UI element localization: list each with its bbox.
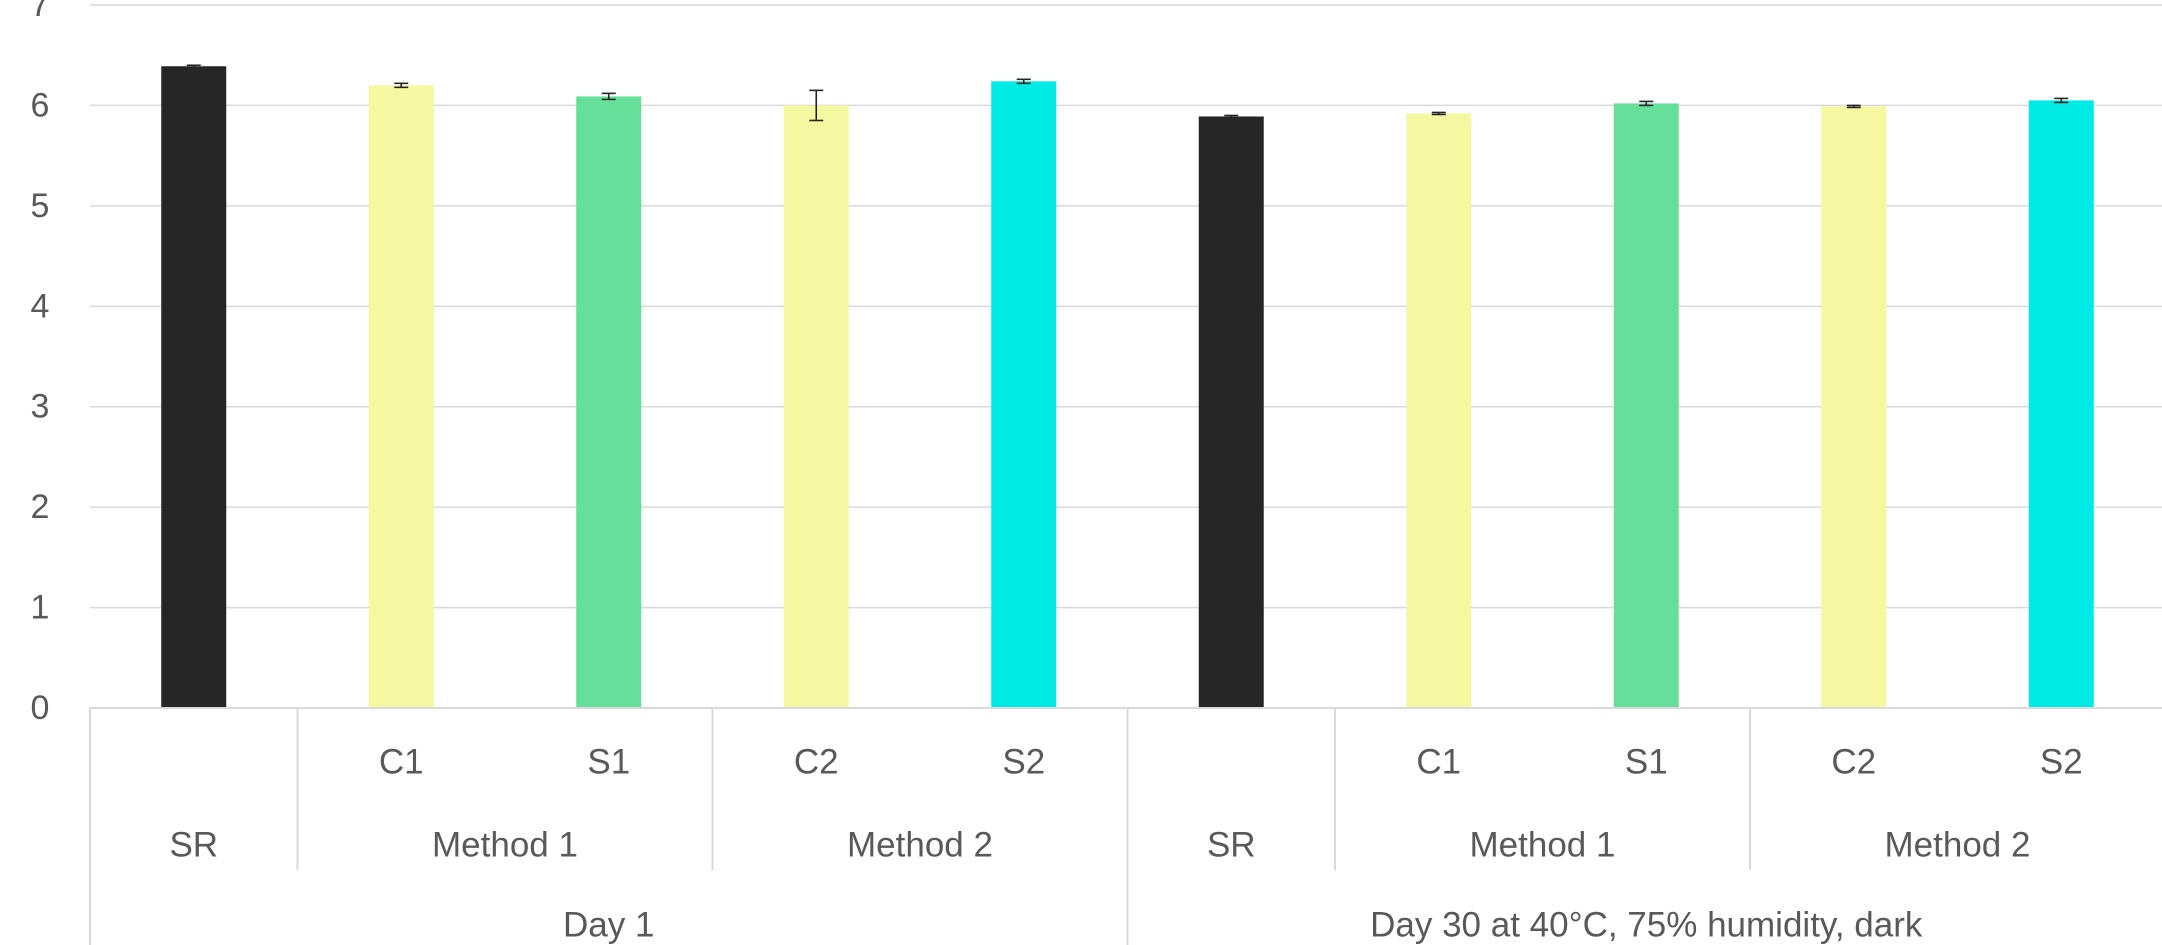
bar [576,96,642,708]
bar [1198,116,1264,709]
x-category-label: C2 [1831,743,1876,782]
bar [1821,106,1887,708]
x-category-label: C1 [379,743,424,782]
x-subgroup-label: SR [1207,826,1256,865]
x-group-label: Day 1 [563,906,654,945]
bar [991,81,1057,709]
bars [161,66,2094,709]
x-subgroup-label: Method 2 [1885,826,2031,865]
y-tick-label: 7 [31,0,50,24]
x-group-label: Day 30 at 40°C, 75% humidity, dark [1370,906,1923,945]
x-axis: SR C1 S1 Method 1 C2 S2 Method 2 Day 1 SR C1 S1 Met… [89,707,2162,945]
y-tick-label: 1 [31,589,50,627]
bar [1406,113,1472,708]
x-category-label: S2 [1002,743,1045,782]
bar [1613,103,1679,709]
error-bars [186,64,2069,122]
bar [2028,100,2094,708]
x-category-label: C2 [794,743,839,782]
bar [368,85,434,709]
x-category-label: S1 [1625,743,1668,782]
x-subgroup-label: Method 1 [432,826,578,865]
y-tick-label: 3 [31,388,50,426]
y-tick-label: 6 [31,86,50,124]
y-tick-label: 4 [31,287,50,325]
x-subgroup-label: Method 1 [1470,826,1616,865]
x-subgroup-label: SR [169,826,218,865]
gridlines [90,4,2162,609]
y-tick-label: 5 [31,187,50,225]
y-tick-label: 2 [31,488,50,526]
y-tick-label: 0 [31,689,50,727]
bar [783,105,849,708]
bar [161,66,227,709]
y-axis-tick-labels: 0 1 2 3 4 5 6 7 [31,0,50,727]
x-subgroup-label: Method 2 [847,826,993,865]
x-category-label: S2 [2040,743,2083,782]
x-category-label: C1 [1416,743,1461,782]
x-category-label: S1 [587,743,630,782]
